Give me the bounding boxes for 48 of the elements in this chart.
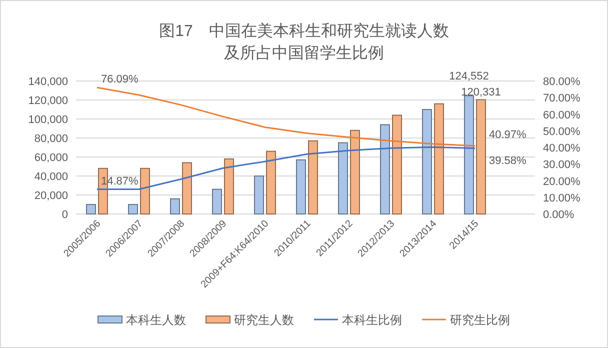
y2-tick-label: 20.00% xyxy=(543,176,581,188)
line-series xyxy=(96,146,476,190)
y-tick-label: 0 xyxy=(62,209,68,221)
bar xyxy=(170,198,180,214)
y-tick-label: 20,000 xyxy=(34,190,68,202)
legend-label: 研究生比例 xyxy=(450,313,510,327)
y2-tick-label: 10.00% xyxy=(543,192,581,204)
data-label: 120,331 xyxy=(461,86,501,99)
legend-label: 本科生人数 xyxy=(126,313,186,327)
y-tick-label: 120,000 xyxy=(28,95,68,107)
bar xyxy=(380,124,390,214)
bar xyxy=(254,176,264,214)
y-tick-label: 60,000 xyxy=(34,152,68,164)
y-tick-label: 40,000 xyxy=(34,171,68,183)
data-label: 40.97% xyxy=(489,128,527,141)
bar xyxy=(212,188,222,214)
y2-tick-label: 30.00% xyxy=(543,159,581,172)
legend-label: 研究生人数 xyxy=(234,313,294,327)
bar xyxy=(266,150,276,214)
y2-tick-label: 80.00% xyxy=(543,76,581,88)
bar xyxy=(350,130,360,214)
bar xyxy=(140,168,150,214)
bar xyxy=(464,95,474,214)
chart-subtitle: 及所占中国留学生比例 xyxy=(224,44,384,62)
y2-tick-label: 40.00% xyxy=(543,142,581,154)
chart-title: 图17 中国在美本科生和研究生就读人数 xyxy=(159,22,449,40)
bar xyxy=(434,103,444,214)
data-label: 124,552 xyxy=(449,70,489,83)
y2-tick-label: 0.00% xyxy=(543,209,574,221)
bar xyxy=(422,109,432,214)
data-label: 39.58% xyxy=(489,155,527,168)
y2-tick-label: 60.00% xyxy=(543,109,581,122)
y2-tick-label: 70.00% xyxy=(543,92,581,105)
y2-tick-label: 50.00% xyxy=(543,126,581,138)
bar xyxy=(392,114,402,214)
y-tick-label: 140,000 xyxy=(28,76,68,88)
data-label: 76.09% xyxy=(101,74,139,86)
y-tick-label: 100,000 xyxy=(28,114,68,126)
bar xyxy=(338,142,348,214)
bar xyxy=(308,140,318,214)
bar xyxy=(224,158,234,214)
bar xyxy=(476,99,486,214)
bar xyxy=(86,204,96,214)
legend-label: 本科生比例 xyxy=(342,313,402,327)
bar xyxy=(182,162,192,214)
bar xyxy=(128,204,138,214)
bar xyxy=(296,159,306,214)
y-tick-label: 80,000 xyxy=(34,133,68,145)
